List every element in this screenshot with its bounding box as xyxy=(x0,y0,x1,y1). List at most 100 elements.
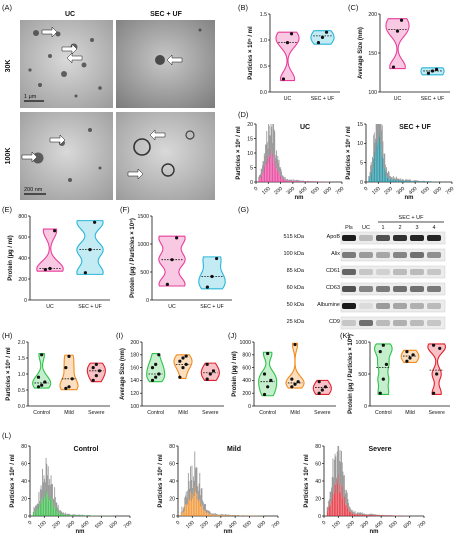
histogram-bar xyxy=(218,515,219,516)
histogram-bar xyxy=(327,510,329,516)
histogram-bar xyxy=(376,515,377,516)
wb-band xyxy=(427,252,441,258)
histogram-bar xyxy=(386,176,388,182)
data-point xyxy=(175,236,179,240)
histogram-bar xyxy=(396,179,398,182)
histogram-bar xyxy=(263,171,264,182)
data-point xyxy=(317,380,321,384)
chart-b: 0.0 0.5 1.0 1.5 Particles × 10⁹ / ml UC SEC + … xyxy=(248,12,340,102)
histogram-bar xyxy=(351,513,353,516)
histogram-bar xyxy=(281,176,282,182)
histogram-bar xyxy=(258,179,259,182)
histogram-bar xyxy=(349,511,350,516)
histogram-bar xyxy=(222,515,223,516)
data-point xyxy=(211,369,216,373)
histogram-bar xyxy=(209,513,210,516)
wb-lane-2: 2 xyxy=(398,225,401,231)
histogram-bar xyxy=(192,498,193,516)
y-tick-label: 1.0 xyxy=(18,372,25,378)
histogram-bar xyxy=(267,158,268,182)
histogram-bar xyxy=(395,180,396,182)
histogram-bar xyxy=(288,181,290,182)
histogram-bar xyxy=(388,177,390,182)
histogram-bar xyxy=(331,501,332,516)
wb-kda-label: 25 kDa xyxy=(287,319,305,325)
histogram-bar xyxy=(386,515,388,516)
histogram-bar xyxy=(378,141,379,182)
histogram-bar xyxy=(371,173,373,182)
histogram-bar xyxy=(352,513,354,516)
y-axis-label: Protein (µg / ml) xyxy=(232,351,238,396)
histogram-bar xyxy=(291,181,292,182)
wb-band xyxy=(410,320,424,326)
wb-band xyxy=(376,286,390,292)
histogram-bar xyxy=(43,497,45,516)
data-point xyxy=(215,256,219,261)
y-axis-label: Average Size (nm) xyxy=(120,348,126,400)
histogram-bar xyxy=(404,181,406,182)
histogram-bar xyxy=(70,515,72,516)
y-tick-label: 80 xyxy=(21,444,27,450)
wb-band xyxy=(376,269,390,275)
histogram-bar xyxy=(42,496,43,516)
y-tick-label: 0 xyxy=(24,298,27,304)
wb-kda-label: 100 kDa xyxy=(284,251,305,257)
histogram-bar xyxy=(373,151,375,182)
histogram-bar xyxy=(399,180,401,182)
histogram-bar xyxy=(302,181,303,182)
data-point xyxy=(205,377,209,381)
histogram-bar xyxy=(371,514,372,516)
data-point xyxy=(269,378,273,382)
data-point xyxy=(208,372,212,376)
y-tick-label: 500 xyxy=(358,372,367,378)
histogram-bar xyxy=(297,181,299,182)
histogram-bar xyxy=(39,507,40,516)
wb-band xyxy=(393,252,407,258)
histogram-bar xyxy=(65,514,66,516)
data-point xyxy=(94,362,98,366)
histogram-bar xyxy=(295,181,297,182)
histogram-bar xyxy=(359,514,361,516)
histogram-bar xyxy=(185,503,187,516)
x-tick-label: 400 xyxy=(80,520,91,530)
x-axis-label: nm xyxy=(76,529,85,535)
data-point xyxy=(43,380,47,384)
histogram-bar xyxy=(394,179,396,182)
histogram-bar xyxy=(292,181,294,182)
histogram-bar xyxy=(201,504,203,516)
data-point xyxy=(289,32,294,36)
histogram-bar xyxy=(409,180,410,182)
histogram-bar xyxy=(260,178,261,182)
histogram-bar xyxy=(367,515,369,516)
data-point xyxy=(88,248,92,252)
wb-band xyxy=(342,269,356,275)
histogram-bar xyxy=(303,181,304,182)
histogram-bar xyxy=(215,515,217,516)
histogram-bar xyxy=(376,515,378,516)
wb-protein-label: CD63 xyxy=(326,285,340,291)
histogram-bar xyxy=(372,515,374,516)
histogram-bar xyxy=(59,513,60,516)
histogram-bar xyxy=(203,510,204,516)
histogram-bar xyxy=(271,162,273,182)
histogram-bar xyxy=(328,507,329,516)
wb-band xyxy=(376,303,390,309)
histogram-bar xyxy=(266,161,267,182)
x-tick-label: 700 xyxy=(417,520,428,530)
histogram-bar xyxy=(307,181,309,182)
histogram-bar xyxy=(356,514,357,516)
data-point xyxy=(94,374,98,378)
histogram-bar xyxy=(183,510,185,516)
histogram-bar xyxy=(388,177,389,182)
data-point xyxy=(399,18,404,22)
data-point xyxy=(150,366,155,370)
histogram-bar xyxy=(401,180,402,182)
y-tick-label: 0.0 xyxy=(260,90,267,96)
histogram-bar xyxy=(366,515,367,516)
histogram-bar xyxy=(270,157,271,182)
wb-band xyxy=(359,303,373,309)
y-tick-label: 0 xyxy=(24,514,27,520)
histogram-bar xyxy=(57,512,58,516)
data-point xyxy=(430,69,435,73)
x-tick-label: 100 xyxy=(371,186,382,196)
